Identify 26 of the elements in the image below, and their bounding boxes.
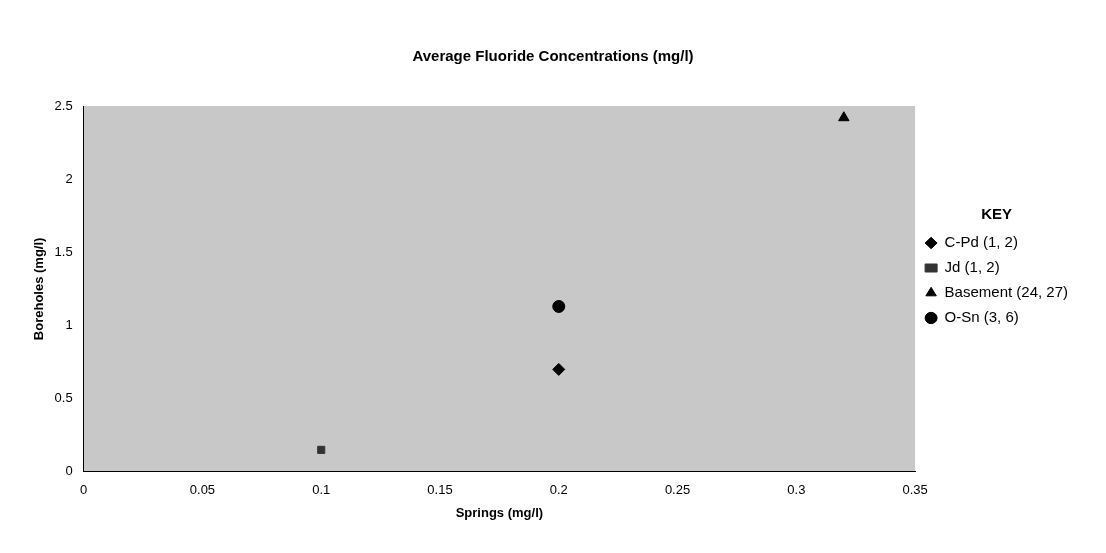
x-tick-label: 0.05 <box>189 482 216 498</box>
legend-title: KEY <box>981 205 1012 223</box>
legend-label: Jd (1, 2) <box>944 258 1000 276</box>
x-tick-label: 0.2 <box>549 482 568 498</box>
y-tick-label: 1.5 <box>54 243 73 259</box>
y-tick-label: 0.5 <box>54 390 73 406</box>
point <box>552 362 566 376</box>
x-tick-label: 0 <box>80 482 88 498</box>
x-tick-label: 0.3 <box>787 482 806 498</box>
point <box>838 111 850 122</box>
x-tick-label: 0.35 <box>902 482 928 498</box>
legend-label: Basement (24, 27) <box>944 283 1069 301</box>
x-tick-label: 0.15 <box>427 482 453 498</box>
y-tick-label: 1 <box>65 317 73 333</box>
chart-title: Average Fluoride Concentrations (mg/l) <box>412 47 694 65</box>
point <box>552 299 566 313</box>
x-tick-label: 0.25 <box>664 482 691 498</box>
x-tick-label: 0.1 <box>312 482 331 498</box>
y-axis-title: Boreholes (mg/l) <box>31 237 47 341</box>
y-tick-label: 0 <box>65 463 73 479</box>
legend-label: C-Pd (1, 2) <box>944 233 1018 251</box>
y-tick-label: 2 <box>65 170 73 186</box>
x-axis-title: Springs (mg/l) <box>455 504 544 520</box>
legend-label: O-Sn (3, 6) <box>944 308 1019 326</box>
point <box>317 445 326 454</box>
y-tick-label: 2.5 <box>54 97 73 113</box>
